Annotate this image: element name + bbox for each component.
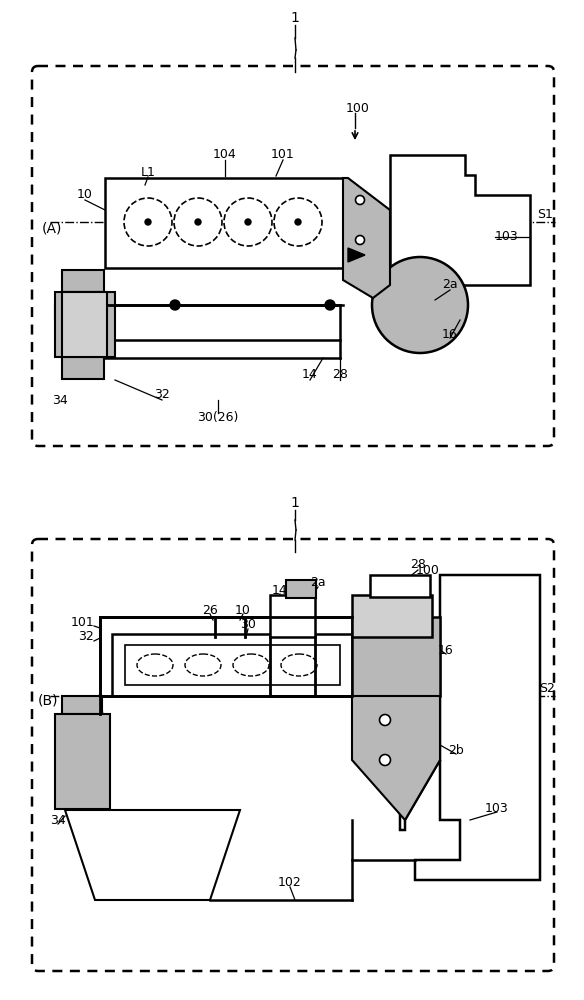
Bar	[55, 714, 110, 809]
Polygon shape	[65, 810, 240, 900]
Text: 14: 14	[272, 584, 288, 596]
Text: 2a: 2a	[310, 576, 326, 589]
Circle shape	[170, 300, 180, 310]
Ellipse shape	[281, 654, 317, 676]
Polygon shape	[343, 178, 390, 298]
Bar	[370, 575, 430, 597]
Circle shape	[245, 219, 251, 225]
Bar	[62, 270, 104, 292]
Text: S1: S1	[537, 208, 553, 221]
Text: 10: 10	[77, 188, 93, 202]
Bar	[112, 634, 352, 696]
Bar	[62, 357, 104, 379]
Text: 103: 103	[485, 802, 509, 814]
Ellipse shape	[233, 654, 269, 676]
Circle shape	[356, 196, 364, 205]
Text: L1: L1	[141, 165, 155, 178]
Text: 32: 32	[78, 631, 94, 644]
Circle shape	[195, 219, 201, 225]
Circle shape	[124, 198, 172, 246]
Text: 28: 28	[332, 368, 348, 381]
Polygon shape	[352, 696, 440, 820]
Text: S2: S2	[539, 682, 555, 694]
Text: 100: 100	[416, 564, 440, 576]
Text: 1: 1	[291, 11, 300, 25]
Circle shape	[145, 219, 151, 225]
Text: 101: 101	[271, 148, 295, 161]
Text: (B): (B)	[38, 693, 58, 707]
Ellipse shape	[137, 654, 173, 676]
Circle shape	[380, 754, 391, 766]
Bar	[55, 292, 115, 357]
Text: 104: 104	[213, 148, 237, 161]
Text: 26: 26	[202, 603, 218, 616]
Text: 10: 10	[235, 603, 251, 616]
Bar	[100, 617, 368, 696]
Text: 34: 34	[50, 814, 66, 826]
Text: 30: 30	[240, 618, 256, 632]
Text: 16: 16	[442, 328, 458, 342]
Circle shape	[174, 198, 222, 246]
Text: 28: 28	[410, 558, 426, 572]
Bar	[125, 645, 340, 685]
Circle shape	[224, 198, 272, 246]
Polygon shape	[352, 617, 440, 696]
Polygon shape	[348, 248, 365, 262]
Text: 32: 32	[154, 388, 170, 401]
Text: 102: 102	[278, 876, 302, 890]
Bar	[286, 580, 316, 598]
Circle shape	[325, 300, 335, 310]
Circle shape	[380, 714, 391, 726]
Circle shape	[295, 219, 301, 225]
Text: 103: 103	[495, 231, 519, 243]
Text: 100: 100	[346, 102, 370, 114]
Text: (A): (A)	[42, 221, 62, 235]
Circle shape	[274, 198, 322, 246]
Text: 30(26): 30(26)	[197, 412, 239, 424]
Text: 101: 101	[70, 615, 94, 629]
Polygon shape	[400, 575, 540, 880]
Bar	[352, 595, 432, 637]
Polygon shape	[390, 155, 530, 285]
Text: 34: 34	[52, 393, 68, 406]
Bar	[62, 696, 102, 714]
Bar	[270, 595, 315, 637]
Text: 2b: 2b	[448, 744, 464, 756]
Text: 16: 16	[438, 644, 454, 656]
Circle shape	[372, 257, 468, 353]
Bar	[62, 292, 107, 357]
Text: 1: 1	[291, 496, 300, 510]
Circle shape	[356, 235, 364, 244]
Bar	[105, 178, 343, 268]
Text: 14: 14	[302, 368, 318, 381]
Text: 2a: 2a	[442, 278, 458, 292]
Ellipse shape	[185, 654, 221, 676]
